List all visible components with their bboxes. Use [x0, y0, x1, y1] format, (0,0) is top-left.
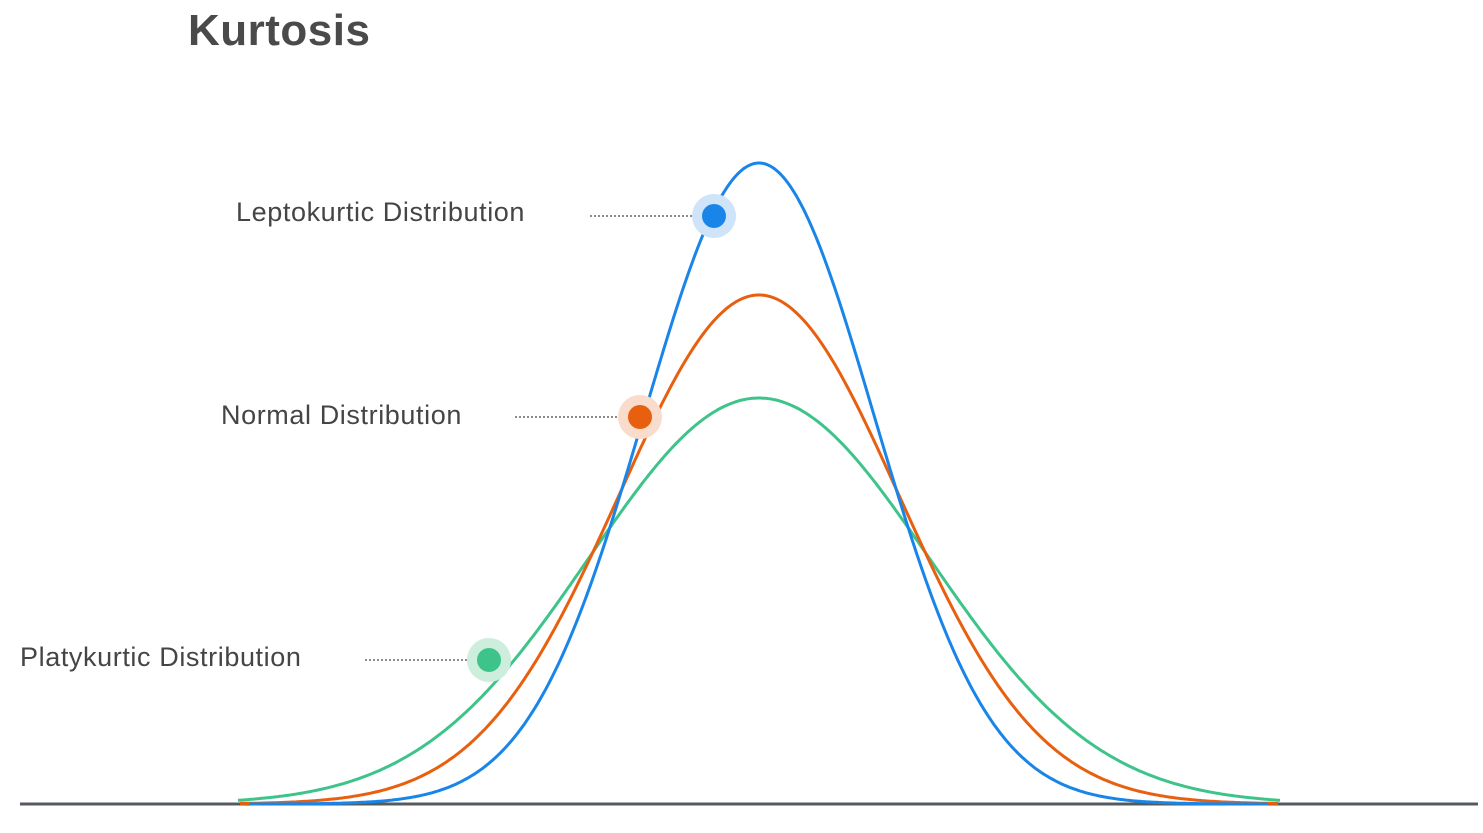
platykurtic-curve — [237, 396, 1281, 802]
normal-label: Normal Distribution — [221, 400, 462, 430]
leptokurtic-marker — [702, 204, 726, 228]
normal-marker — [628, 405, 652, 429]
leptokurtic-label: Leptokurtic Distribution — [236, 197, 526, 227]
page-title: Kurtosis — [188, 6, 371, 55]
platykurtic-marker — [477, 648, 501, 672]
platykurtic-label: Platykurtic Distribution — [20, 642, 302, 672]
normal-curve — [239, 293, 1279, 805]
leptokurtic-curve — [250, 161, 1268, 806]
